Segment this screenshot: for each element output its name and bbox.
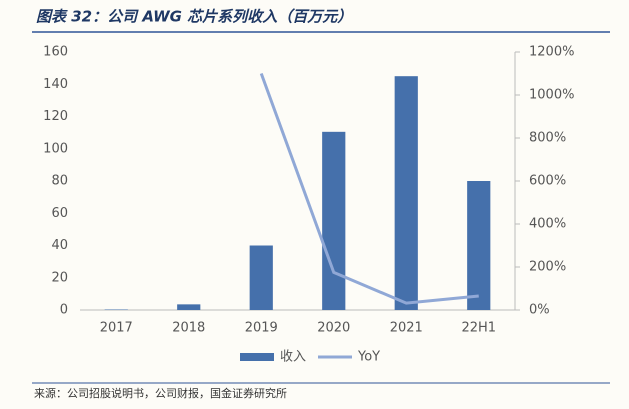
bar bbox=[177, 304, 201, 310]
y-tick-label: 60 bbox=[51, 206, 68, 221]
bar bbox=[249, 245, 273, 310]
y-tick-label: 0 bbox=[60, 303, 68, 318]
x-tick-label: 2021 bbox=[390, 321, 423, 336]
bar bbox=[467, 181, 491, 310]
y-tick-label: 40 bbox=[51, 238, 68, 253]
y2-tick-label: 1200% bbox=[529, 45, 574, 60]
bar bbox=[322, 131, 346, 310]
y2-tick-label: 600% bbox=[529, 174, 566, 189]
source: 来源：公司招股说明书，公司财报，国金证券研究所 bbox=[34, 386, 287, 400]
chart-title: 图表 32：公司 AWG 芯片系列收入（百万元） bbox=[36, 8, 352, 26]
y2-tick-label: 1000% bbox=[529, 88, 574, 103]
x-tick-label: 2017 bbox=[100, 321, 133, 336]
y-tick-label: 20 bbox=[51, 270, 68, 285]
x-tick-label: 2020 bbox=[317, 321, 350, 336]
y-tick-label: 80 bbox=[51, 174, 68, 189]
y2-tick-label: 0% bbox=[529, 303, 550, 318]
y-tick-label: 160 bbox=[43, 45, 68, 60]
y2-tick-label: 800% bbox=[529, 131, 566, 146]
x-tick-label: 2019 bbox=[245, 321, 278, 336]
legend-label: 收入 bbox=[280, 350, 306, 365]
line bbox=[259, 72, 479, 305]
y2-tick-label: 200% bbox=[529, 260, 566, 275]
x-tick-label: 22H1 bbox=[461, 321, 496, 336]
y-tick-label: 120 bbox=[43, 109, 68, 124]
x-tick-label: 2018 bbox=[172, 321, 205, 336]
bar bbox=[394, 76, 418, 310]
y-tick-label: 100 bbox=[43, 141, 68, 156]
legend-label: YoY bbox=[357, 350, 380, 365]
y-tick-label: 140 bbox=[43, 77, 68, 92]
y2-tick-label: 400% bbox=[529, 217, 566, 232]
legend-swatch bbox=[240, 353, 274, 361]
